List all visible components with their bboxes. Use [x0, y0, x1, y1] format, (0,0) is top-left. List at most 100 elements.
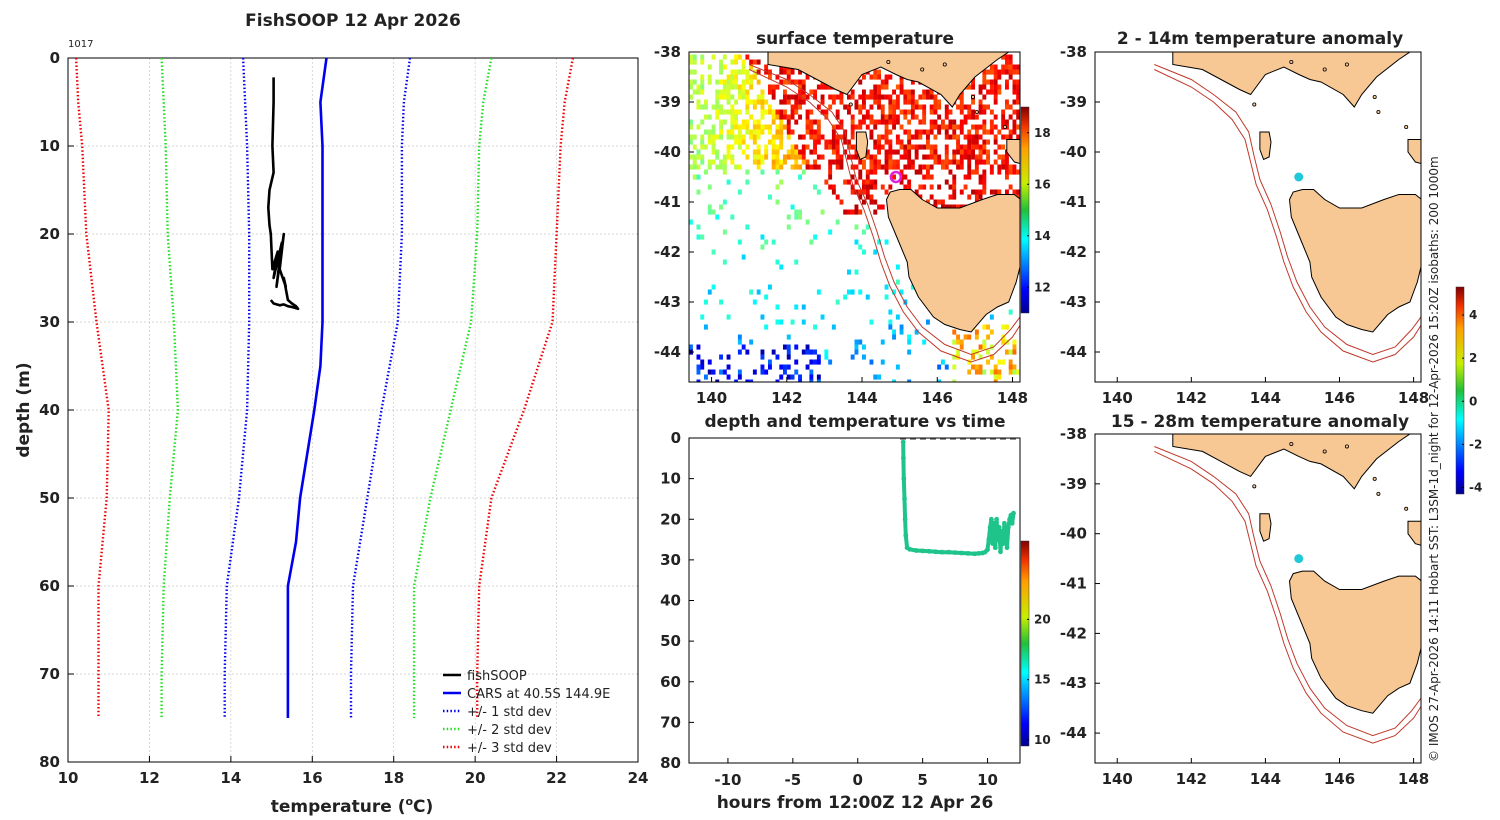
sst-pixel	[734, 54, 738, 60]
sst-pixel	[903, 149, 908, 155]
colorbar-tick-label: -4	[1469, 481, 1482, 495]
sst-pixel	[790, 114, 795, 120]
sst-pixel	[809, 374, 814, 380]
sst-pixel	[959, 144, 964, 150]
sst-pixel	[982, 69, 987, 75]
sst-pixel	[835, 154, 840, 160]
sst-pixel	[926, 174, 930, 180]
sst-pixel	[1008, 134, 1013, 140]
sst-pixel	[760, 129, 765, 135]
sst-pixel	[873, 164, 878, 170]
sst-pixel	[1008, 104, 1013, 110]
sst-pixel	[722, 79, 727, 85]
small-island	[1372, 95, 1377, 100]
sst-pixel	[956, 204, 960, 210]
sst-pixel	[944, 104, 949, 110]
sst-pixel	[926, 319, 930, 325]
king-island	[855, 131, 869, 161]
sst-pixel	[711, 149, 716, 155]
sst-pixel	[824, 109, 829, 115]
small-island	[1344, 444, 1349, 449]
sst-pixel	[944, 109, 949, 115]
sst-pixel	[937, 124, 942, 130]
sst-pixel	[704, 104, 708, 110]
sst-pixel	[865, 189, 870, 195]
sst-pixel	[892, 99, 896, 105]
sst-pixel	[719, 64, 723, 70]
sst-pixel	[892, 149, 896, 155]
side-note: © IMOS 27-Apr-2026 14:11 Hobart SST: L3S…	[1427, 156, 1441, 762]
king-island	[1259, 131, 1272, 161]
sst-pixel	[786, 334, 791, 340]
sst-pixel	[993, 379, 998, 382]
sst-pixel	[760, 364, 765, 370]
sst-pixel	[854, 339, 859, 345]
sst-pixel	[696, 149, 701, 155]
y-tick-label: 20	[39, 225, 60, 243]
sst-pixel	[689, 139, 693, 145]
sst-pixel	[726, 179, 731, 185]
sst-pixel	[779, 114, 784, 120]
sst-pixel	[768, 69, 772, 75]
sst-pixel	[1020, 370, 1024, 375]
sst-pixel	[982, 139, 987, 145]
sst-pixel	[862, 159, 866, 165]
sst-pixel	[783, 159, 787, 165]
sst-pixel	[689, 154, 693, 160]
profile-grid	[67, 57, 639, 763]
y-tick-label: 30	[39, 313, 60, 331]
sst-pixel	[993, 369, 998, 375]
sst-pixel	[854, 104, 859, 110]
sst-pixel	[918, 144, 923, 150]
sst-pixel	[760, 114, 765, 120]
sst-pixel	[715, 94, 720, 100]
sst-pixel	[794, 109, 799, 115]
sst-pixel	[907, 89, 912, 95]
sst-pixel	[734, 164, 738, 170]
sst-pixel	[1012, 164, 1017, 170]
sst-pixel	[820, 154, 825, 160]
sst-pixel	[707, 289, 712, 295]
sst-pixel	[914, 134, 919, 140]
sst-pixel	[752, 74, 757, 80]
track-point	[976, 551, 981, 556]
sst-pixel	[858, 189, 863, 195]
sst-pixel	[1005, 99, 1009, 105]
sst-pixel	[963, 104, 968, 110]
track-point	[946, 549, 951, 555]
sst-pixel	[798, 79, 802, 85]
sst-pixel	[745, 124, 750, 130]
small-island	[1344, 62, 1349, 67]
sst-pixel	[993, 94, 998, 100]
sst-pixel	[974, 369, 979, 375]
sst-pixel	[839, 154, 844, 160]
sst-pixel	[1020, 55, 1024, 60]
sst-pixel	[760, 354, 765, 360]
sst-pixel	[850, 289, 855, 295]
sst-pixel	[749, 59, 754, 65]
sst-pixel	[692, 89, 697, 95]
sst-pixel	[982, 344, 987, 350]
sst-pixel	[715, 104, 720, 110]
sst-pixel	[1012, 129, 1017, 135]
sst-pixel	[937, 159, 942, 165]
sst-pixel	[756, 144, 761, 150]
sst-pixel	[971, 139, 975, 145]
sst-pixel	[873, 184, 878, 190]
sst-pixel	[768, 124, 772, 130]
sst-pixel	[734, 139, 738, 145]
sst-pixel	[877, 149, 881, 155]
sst-pixel	[978, 189, 983, 195]
sst-pixel	[892, 289, 896, 295]
sst-pixel	[711, 284, 716, 290]
sst-pixel	[918, 104, 923, 110]
sst-pixel	[801, 304, 806, 310]
sst-pixel	[967, 159, 972, 165]
sst-pixel	[756, 99, 761, 105]
sst-pixel	[914, 129, 919, 135]
sst-pixel	[707, 139, 712, 145]
sst-pixel	[726, 84, 731, 90]
mainland-coast	[1095, 52, 1421, 108]
sst-pixel	[828, 104, 833, 110]
sst-pixel	[850, 134, 855, 140]
